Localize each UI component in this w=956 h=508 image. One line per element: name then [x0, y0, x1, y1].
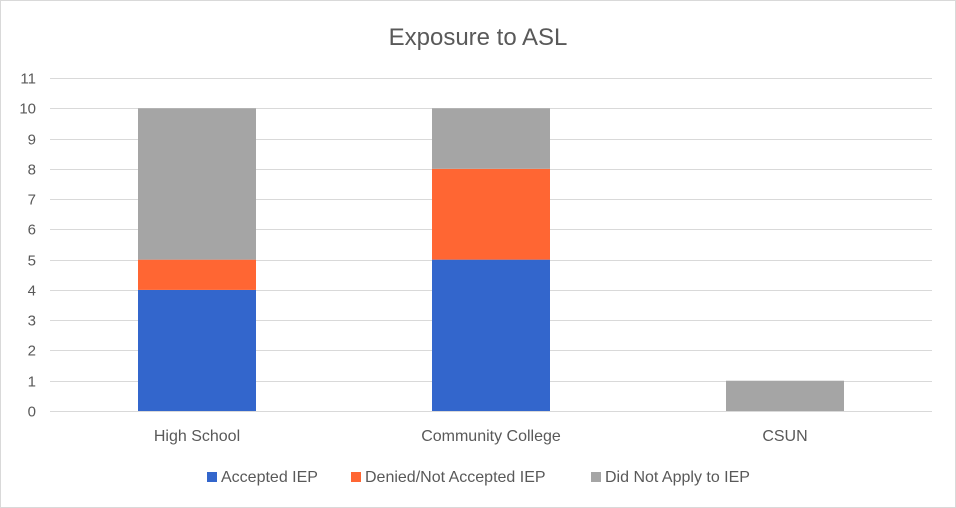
- y-tick-label: 0: [28, 404, 36, 421]
- bar-segment-1-2: [432, 108, 550, 169]
- bar-segment-0-0: [138, 289, 256, 411]
- y-tick-label: 11: [20, 71, 36, 88]
- y-tick-label: 8: [28, 162, 36, 179]
- x-axis-category-labels: High School Community College CSUN: [154, 428, 808, 445]
- y-tick-label: 3: [28, 313, 36, 330]
- y-tick-label: 9: [28, 132, 36, 149]
- legend-swatch-1: [351, 472, 361, 482]
- x-category-label: CSUN: [762, 428, 807, 445]
- x-category-label: Community College: [421, 428, 561, 445]
- y-tick-label: 1: [28, 374, 36, 391]
- y-tick-label: 10: [19, 101, 36, 118]
- y-tick-label: 4: [28, 283, 36, 300]
- legend-label-0: Accepted IEP: [221, 469, 318, 486]
- y-tick-label: 2: [28, 343, 36, 360]
- bar-stacks: [138, 108, 844, 411]
- y-axis-tick-labels: 0 1 2 3 4 5 6 7 8 9 10 11: [19, 71, 36, 421]
- y-tick-label: 5: [28, 253, 36, 270]
- bar-segment-2-2: [726, 380, 844, 411]
- legend-label-1: Denied/Not Accepted IEP: [365, 469, 546, 486]
- bar-segment-1-1: [432, 168, 550, 260]
- bar-segment-0-1: [138, 259, 256, 290]
- legend: Accepted IEP Denied/Not Accepted IEP Did N…: [207, 469, 750, 486]
- bar-segment-0-2: [138, 108, 256, 260]
- legend-swatch-2: [591, 472, 601, 482]
- bar-segment-1-0: [432, 259, 550, 411]
- chart-title: Exposure to ASL: [389, 24, 568, 51]
- y-tick-label: 7: [28, 192, 36, 209]
- y-tick-label: 6: [28, 222, 36, 239]
- x-category-label: High School: [154, 428, 240, 445]
- legend-label-2: Did Not Apply to IEP: [605, 469, 750, 486]
- legend-swatch-0: [207, 472, 217, 482]
